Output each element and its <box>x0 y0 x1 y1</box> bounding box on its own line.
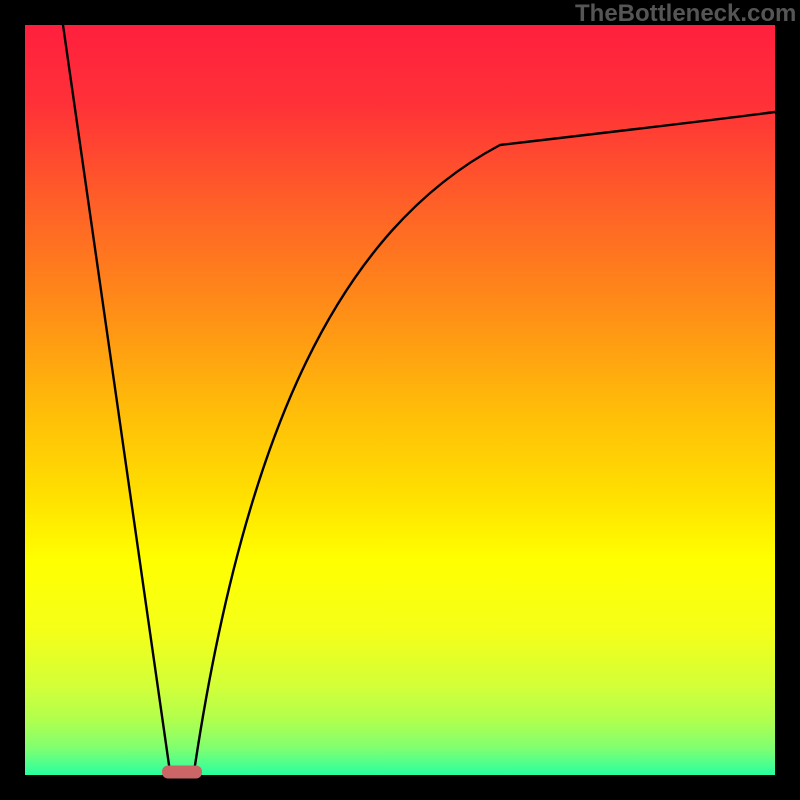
chart-svg <box>0 0 800 800</box>
bottleneck-curve <box>63 25 775 774</box>
watermark-text: TheBottleneck.com <box>575 0 796 28</box>
chart-container: TheBottleneck.com <box>0 0 800 800</box>
bottleneck-marker <box>162 766 202 779</box>
chart-border <box>0 0 800 800</box>
